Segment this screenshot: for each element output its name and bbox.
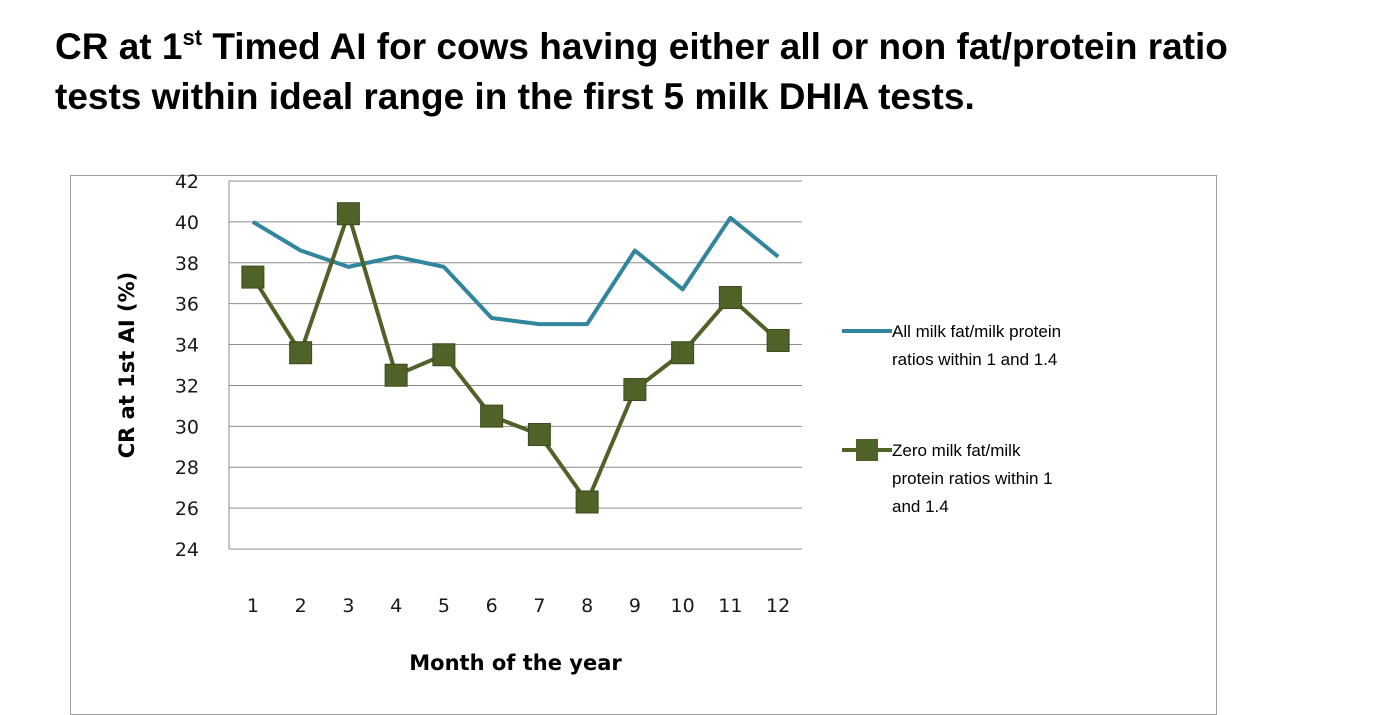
chart-frame [70, 175, 1217, 715]
x-tick-label: 10 [671, 595, 695, 617]
data-point-marker [289, 341, 313, 365]
x-tick-label: 9 [629, 595, 641, 617]
x-tick-label: 1 [247, 595, 259, 617]
legend: All milk fat/milk protein ratios within 1… [842, 322, 1061, 516]
y-tick-labels: 24 26 28 30 32 34 36 38 40 42 [175, 171, 199, 561]
data-point-marker [575, 490, 599, 514]
y-tick-label: 36 [175, 294, 199, 316]
x-tick-label: 11 [718, 595, 742, 617]
legend-label-1: All milk fat/milk protein [892, 322, 1061, 341]
data-point-marker [241, 265, 265, 289]
series-line-1 [251, 215, 780, 327]
x-axis-title: Month of the year [409, 651, 622, 675]
title-superscript: st [182, 25, 203, 50]
data-point-marker [623, 378, 647, 402]
series-lines [241, 202, 790, 514]
series-line-2 [251, 211, 780, 504]
x-tick-label: 12 [766, 595, 790, 617]
gridlines [228, 180, 802, 550]
title-line-1-start: CR at 1 [55, 26, 183, 67]
legend-label-1: ratios within 1 and 1.4 [892, 350, 1057, 369]
chart-title: CR at 1st Timed AI for cows having eithe… [55, 22, 1391, 122]
x-tick-label: 4 [390, 595, 402, 617]
data-point-marker [527, 423, 551, 447]
data-point-marker [718, 286, 742, 310]
data-point-marker [384, 363, 408, 387]
legend-marker-2 [856, 439, 878, 461]
x-tick-label: 5 [438, 595, 450, 617]
data-point-marker [480, 404, 504, 428]
data-point-marker [671, 341, 695, 365]
title-line-1-end: Timed AI for cows having either all or n… [202, 26, 1228, 67]
y-tick-label: 26 [175, 498, 199, 520]
legend-label-2: Zero milk fat/milk [892, 441, 1021, 460]
data-point-marker [766, 328, 790, 352]
x-tick-label: 2 [295, 595, 307, 617]
title-line-1: CR at 1st Timed AI for cows having eithe… [55, 22, 1391, 72]
x-tick-labels: 1 2 3 4 5 6 7 8 9 10 11 12 [247, 595, 790, 617]
x-tick-label: 6 [486, 595, 498, 617]
title-line-2: tests within ideal range in the first 5 … [55, 76, 975, 117]
data-point-marker [432, 343, 456, 367]
y-tick-label: 34 [175, 335, 199, 357]
legend-label-2: and 1.4 [892, 497, 949, 516]
y-tick-label: 40 [175, 212, 199, 234]
y-tick-label: 38 [175, 253, 199, 275]
y-tick-label: 28 [175, 457, 199, 479]
x-tick-label: 3 [342, 595, 354, 617]
x-tick-label: 7 [533, 595, 545, 617]
y-axis-title: CR at 1st AI (%) [115, 272, 139, 459]
x-tick-label: 8 [581, 595, 593, 617]
data-point-marker [336, 202, 360, 226]
y-tick-label: 42 [175, 171, 199, 193]
legend-label-2: protein ratios within 1 [892, 469, 1053, 488]
y-tick-label: 24 [175, 539, 199, 561]
y-tick-label: 30 [175, 416, 199, 438]
y-tick-label: 32 [175, 375, 199, 397]
